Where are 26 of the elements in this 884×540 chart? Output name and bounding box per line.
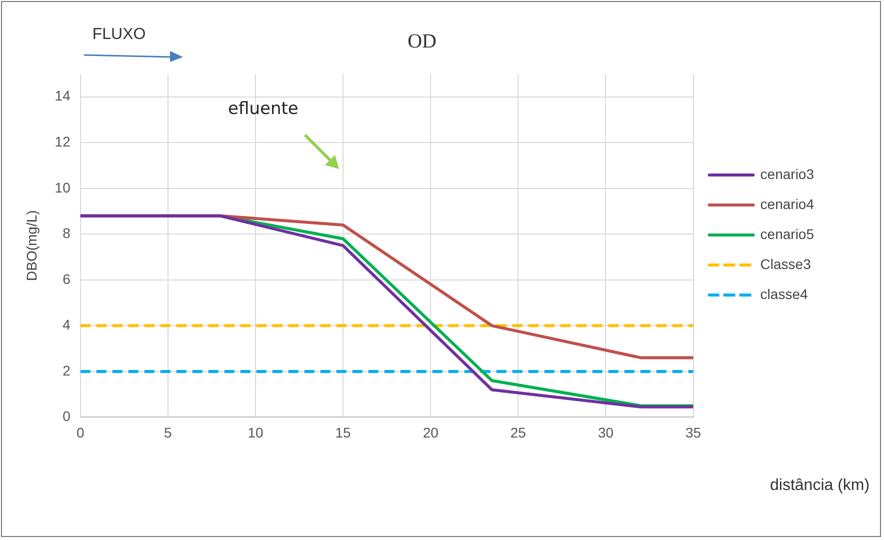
- y-tick-label: 6: [62, 270, 71, 287]
- y-tick-label: 10: [54, 179, 71, 196]
- x-tick-label: 25: [510, 424, 526, 440]
- x-tick-label: 5: [164, 424, 172, 440]
- y-tick-label: 14: [54, 88, 71, 104]
- legend-label: cenario5: [760, 226, 814, 242]
- legend-label: Classe3: [760, 256, 812, 272]
- x-tick-label: 0: [76, 424, 84, 440]
- x-tick-label: 30: [598, 424, 614, 440]
- x-tick-label: 15: [335, 424, 352, 440]
- x-tick-label: 35: [686, 424, 702, 440]
- y-axis-title: DBO(mg/L): [23, 210, 40, 281]
- legend-label: cenario3: [760, 166, 814, 182]
- chart-title: OD: [408, 30, 436, 52]
- x-tick-label: 20: [422, 424, 439, 440]
- y-tick-label: 4: [62, 316, 71, 333]
- x-tick-label: 10: [248, 424, 264, 440]
- legend-label: cenario4: [760, 196, 814, 212]
- x-axis-title: distância (km): [770, 477, 870, 496]
- y-tick-label: 12: [54, 134, 71, 150]
- text: FLUXO: [92, 26, 146, 44]
- y-tick-label: 2: [62, 362, 71, 378]
- y-tick-label: 8: [62, 225, 71, 242]
- y-tick-label: 0: [62, 408, 71, 424]
- annotation: efluente: [228, 99, 298, 119]
- legend-label: classe4: [760, 286, 808, 302]
